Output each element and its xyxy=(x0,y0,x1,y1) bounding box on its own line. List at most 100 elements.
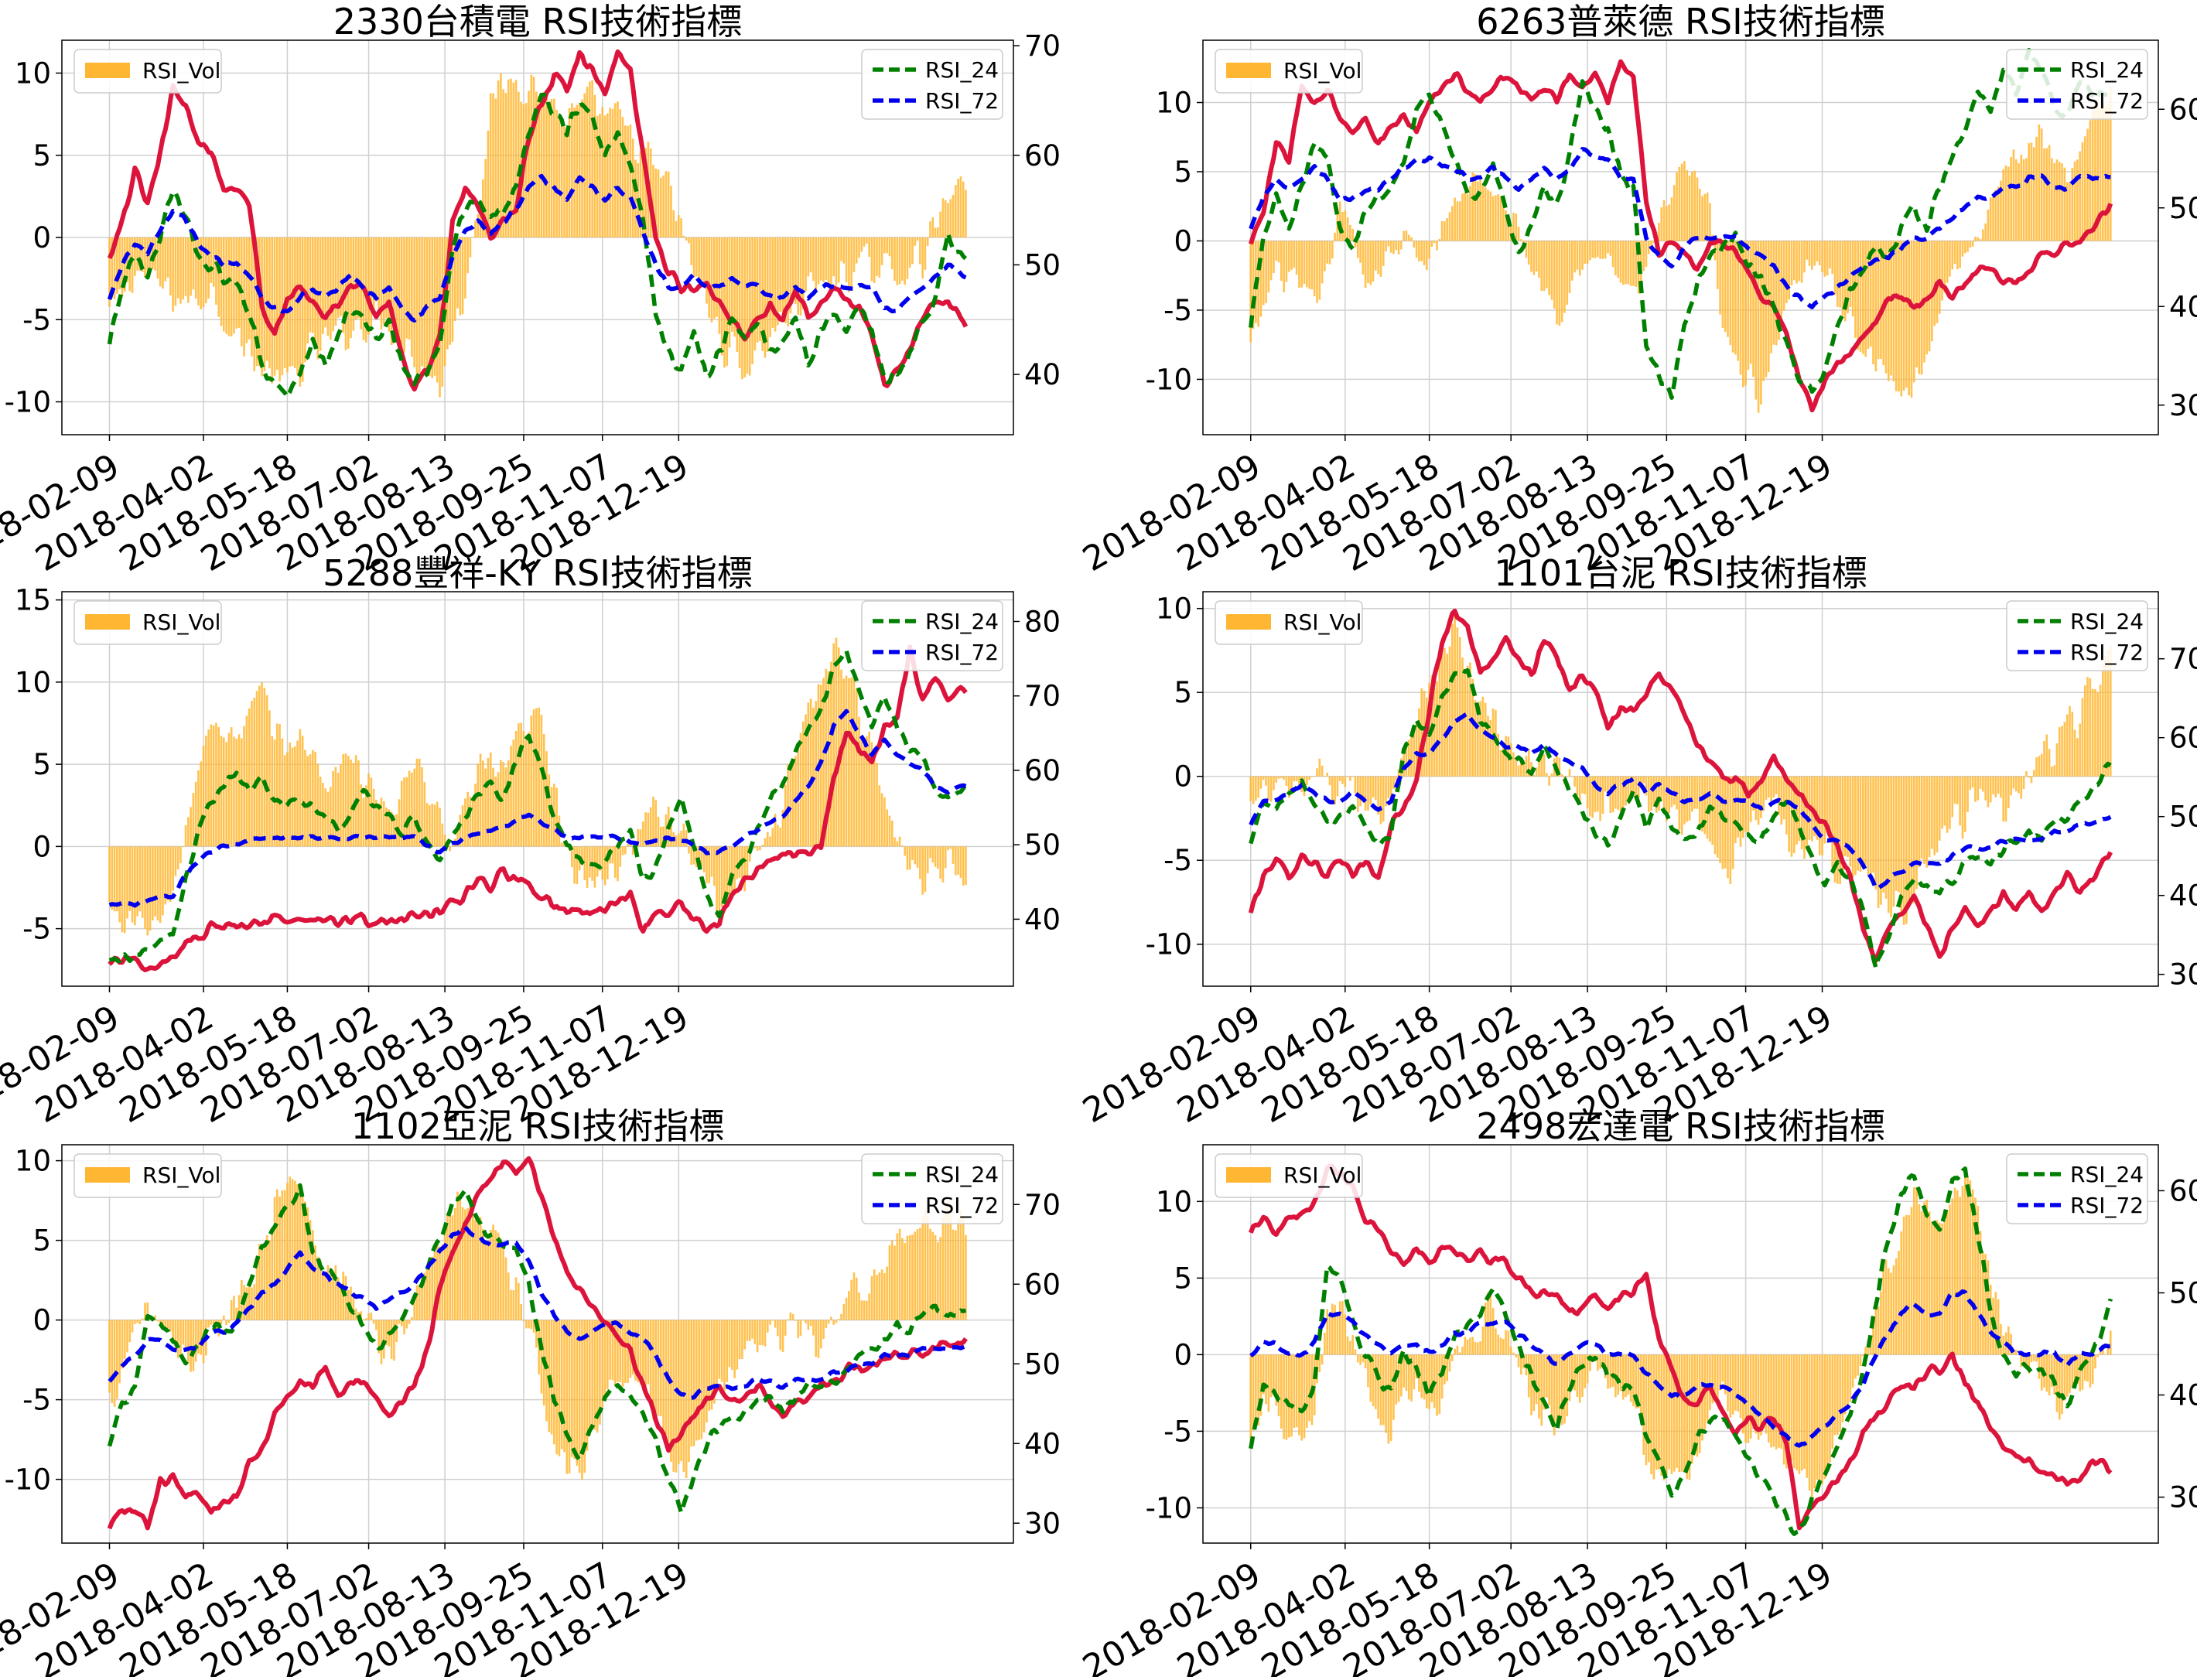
vol-bar xyxy=(593,846,596,888)
vol-bar xyxy=(1331,241,1334,259)
vol-bar xyxy=(378,803,381,847)
vol-bar xyxy=(1509,1346,1512,1355)
vol-bar xyxy=(1295,241,1298,275)
vol-bar xyxy=(477,1217,480,1320)
vol-bar xyxy=(781,1320,784,1353)
vol-bar xyxy=(1444,647,1446,777)
vol-bar xyxy=(174,846,177,876)
vol-bar xyxy=(459,814,462,847)
vol-bar xyxy=(1686,1354,1689,1480)
vol-bar xyxy=(1283,776,1285,780)
vol-bar xyxy=(941,846,945,883)
vol-bar xyxy=(1454,1348,1456,1355)
y-left-tick-label: -10 xyxy=(1146,363,1192,396)
vol-bar xyxy=(522,731,525,847)
vol-bar xyxy=(832,643,835,847)
vol-bar xyxy=(2030,776,2033,784)
vol-bar xyxy=(1481,1327,1485,1355)
vol-bar xyxy=(2048,145,2051,241)
vol-bar xyxy=(1341,776,1344,784)
vol-bar xyxy=(1450,623,1454,777)
vol-bar xyxy=(583,846,586,880)
y-right-tick-label: 60 xyxy=(2169,1174,2197,1207)
vol-bar xyxy=(692,237,695,278)
vol-bar xyxy=(441,823,444,847)
vol-bar xyxy=(2014,159,2018,241)
vol-bar xyxy=(528,732,530,847)
vol-bar xyxy=(311,237,314,333)
vol-bar xyxy=(1974,776,1977,802)
vol-bar xyxy=(311,750,314,847)
vol-bar xyxy=(1813,241,1816,266)
vol-bar xyxy=(2030,142,2033,241)
vol-bar xyxy=(855,688,858,847)
vol-bar xyxy=(774,1320,777,1328)
legend-rsi24-label: RSI_24 xyxy=(2070,609,2144,634)
vol-bar xyxy=(1979,776,1982,789)
vol-bar xyxy=(1829,241,1831,269)
vol-bar xyxy=(1966,1176,1969,1355)
vol-bar xyxy=(1938,241,1941,314)
vol-bar xyxy=(1464,1337,1467,1355)
vol-bar xyxy=(2106,650,2110,777)
vol-bar xyxy=(1377,241,1379,275)
vol-bar xyxy=(1925,1199,1929,1355)
vol-bar xyxy=(1676,1354,1678,1469)
vol-bar xyxy=(1703,193,1707,241)
vol-bar xyxy=(332,1274,334,1320)
vol-bar xyxy=(1734,776,1737,844)
vol-bar xyxy=(1971,241,1974,247)
vol-bar xyxy=(144,1303,146,1320)
vol-bar xyxy=(2045,1354,2048,1392)
vol-bar xyxy=(518,91,520,237)
vol-bar xyxy=(278,1196,281,1320)
vol-bar xyxy=(1324,1332,1326,1355)
vol-bar xyxy=(1318,1354,1321,1373)
vol-bar xyxy=(1872,776,1874,873)
vol-bar xyxy=(812,1320,815,1336)
vol-bar xyxy=(888,237,891,257)
vol-bar xyxy=(937,846,939,869)
vol-bar xyxy=(1862,241,1864,354)
vol-bar xyxy=(1313,1354,1316,1415)
vol-bar xyxy=(1785,1354,1788,1469)
vol-bar xyxy=(941,198,945,237)
vol-bar xyxy=(2020,155,2023,241)
vol-bar xyxy=(1367,776,1369,811)
vol-bar xyxy=(1397,241,1400,255)
vol-bar xyxy=(138,237,142,271)
vol-bar xyxy=(2081,1354,2084,1390)
vol-bar xyxy=(1423,1354,1426,1400)
vol-bar xyxy=(1397,1354,1400,1402)
vol-bar xyxy=(2058,1354,2061,1420)
vol-bar xyxy=(1971,1189,1974,1355)
vol-bar xyxy=(748,846,751,862)
vol-bar xyxy=(601,1320,604,1408)
vol-bar xyxy=(1484,1303,1487,1355)
y-left-tick-label: 10 xyxy=(1156,87,1192,120)
vol-bar xyxy=(698,237,700,281)
vol-bar xyxy=(306,237,309,344)
vol-bar xyxy=(469,237,472,258)
vol-bar xyxy=(2000,776,2002,798)
vol-bar xyxy=(929,846,931,859)
vol-bar xyxy=(344,1275,347,1320)
vol-bar xyxy=(275,723,278,847)
vol-bar xyxy=(1905,776,1908,924)
vol-bar xyxy=(408,237,411,340)
vol-bar xyxy=(603,115,606,237)
vol-bar xyxy=(2025,158,2028,241)
vol-bar xyxy=(350,1286,352,1320)
vol-bar xyxy=(500,1238,502,1320)
vol-bar xyxy=(2051,158,2053,241)
vol-bar xyxy=(672,210,675,237)
vol-bar xyxy=(207,1320,210,1328)
vol-bar xyxy=(166,237,169,278)
vol-bar xyxy=(433,237,436,376)
vol-bar xyxy=(464,1209,466,1320)
vol-bar xyxy=(934,227,937,237)
vol-bar xyxy=(169,1320,172,1332)
vol-bar xyxy=(866,1300,868,1320)
vol-bar xyxy=(1898,776,1900,893)
vol-bar xyxy=(2043,740,2045,777)
